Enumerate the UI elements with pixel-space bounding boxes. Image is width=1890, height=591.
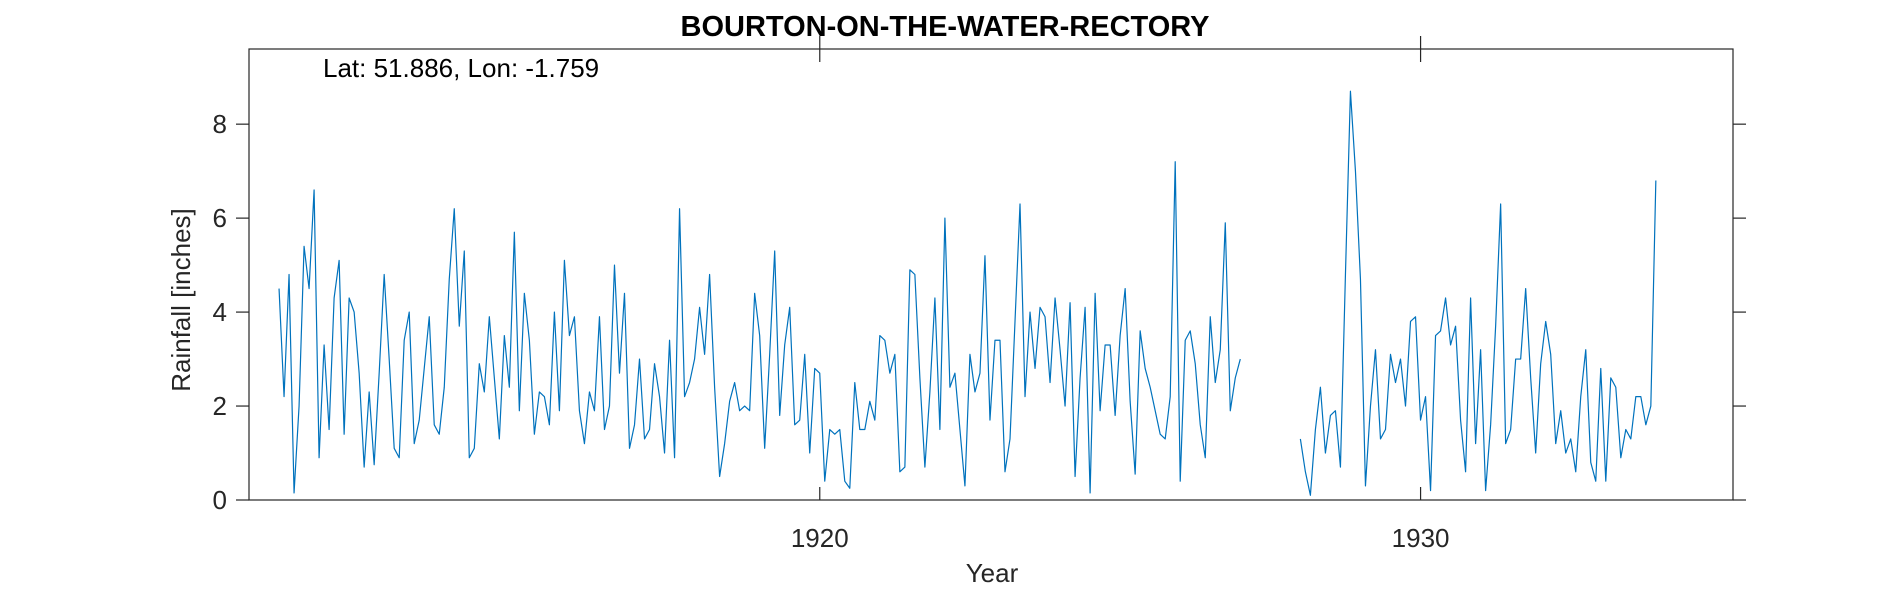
series-layer bbox=[278, 90, 1657, 496]
plot-area-border bbox=[248, 48, 1734, 501]
x-axis-label: Year bbox=[966, 558, 1019, 588]
y-tick-label: 6 bbox=[213, 203, 227, 233]
chart-title: BOURTON-ON-THE-WATER-RECTORY bbox=[681, 11, 1210, 43]
y-tick-label: 0 bbox=[213, 485, 227, 515]
axes-frame bbox=[248, 48, 1734, 501]
rainfall-series-line bbox=[278, 90, 1657, 496]
y-tick-label: 2 bbox=[213, 391, 227, 421]
x-tick-label: 1930 bbox=[1392, 523, 1450, 553]
axis-ticks: 1920 1930 0 2 4 6 8 bbox=[213, 36, 1746, 553]
y-tick-label: 8 bbox=[213, 109, 227, 139]
x-tick-label: 1920 bbox=[791, 523, 849, 553]
y-tick-label: 4 bbox=[213, 297, 227, 327]
y-axis-label: Rainfall [inches] bbox=[166, 208, 196, 392]
location-annotation: Lat: 51.886, Lon: -1.759 bbox=[323, 53, 599, 83]
